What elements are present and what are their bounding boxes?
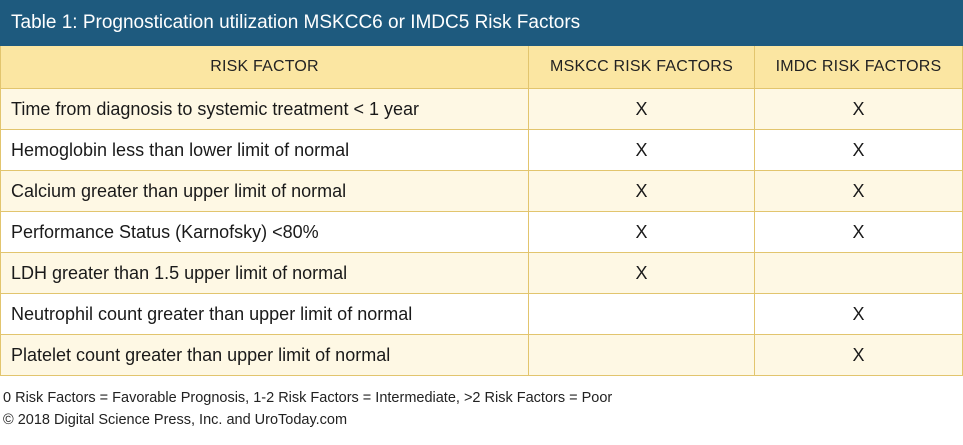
imdc-mark-cell: X <box>754 170 963 212</box>
risk-factor-cell: Hemoglobin less than lower limit of norm… <box>0 129 529 171</box>
table-row: LDH greater than 1.5 upper limit of norm… <box>0 252 963 294</box>
header-row: RISK FACTOR MSKCC RISK FACTORS IMDC RISK… <box>0 46 963 89</box>
mskcc-mark-cell <box>528 293 755 335</box>
risk-factor-cell: Performance Status (Karnofsky) <80% <box>0 211 529 253</box>
imdc-mark-cell <box>754 252 963 294</box>
table-row: Time from diagnosis to systemic treatmen… <box>0 88 963 130</box>
risk-factor-cell: Calcium greater than upper limit of norm… <box>0 170 529 212</box>
copyright-footnote: © 2018 Digital Science Press, Inc. and U… <box>3 412 348 428</box>
column-header-risk-factor: RISK FACTOR <box>0 46 529 89</box>
column-header-imdc: IMDC RISK FACTORS <box>754 46 963 89</box>
risk-factor-cell: Time from diagnosis to systemic treatmen… <box>0 88 529 130</box>
column-header-mskcc: MSKCC RISK FACTORS <box>528 46 755 89</box>
imdc-mark-cell: X <box>754 88 963 130</box>
risk-factor-cell: LDH greater than 1.5 upper limit of norm… <box>0 252 529 294</box>
risk-legend-footnote: 0 Risk Factors = Favorable Prognosis, 1-… <box>3 390 613 406</box>
table-row: Platelet count greater than upper limit … <box>0 334 963 376</box>
risk-factor-cell: Neutrophil count greater than upper limi… <box>0 293 529 335</box>
mskcc-mark-cell <box>528 334 755 376</box>
table-row: Performance Status (Karnofsky) <80% X X <box>0 211 963 253</box>
mskcc-mark-cell: X <box>528 170 755 212</box>
table-row: Hemoglobin less than lower limit of norm… <box>0 129 963 171</box>
imdc-mark-cell: X <box>754 293 963 335</box>
table-row: Calcium greater than upper limit of norm… <box>0 170 963 212</box>
mskcc-mark-cell: X <box>528 88 755 130</box>
imdc-mark-cell: X <box>754 129 963 171</box>
mskcc-mark-cell: X <box>528 211 755 253</box>
imdc-mark-cell: X <box>754 334 963 376</box>
table-row: Neutrophil count greater than upper limi… <box>0 293 963 335</box>
table-title: Table 1: Prognostication utilization MSK… <box>0 0 963 46</box>
risk-factor-cell: Platelet count greater than upper limit … <box>0 334 529 376</box>
mskcc-mark-cell: X <box>528 129 755 171</box>
mskcc-mark-cell: X <box>528 252 755 294</box>
imdc-mark-cell: X <box>754 211 963 253</box>
risk-factor-table: RISK FACTOR MSKCC RISK FACTORS IMDC RISK… <box>0 46 963 376</box>
